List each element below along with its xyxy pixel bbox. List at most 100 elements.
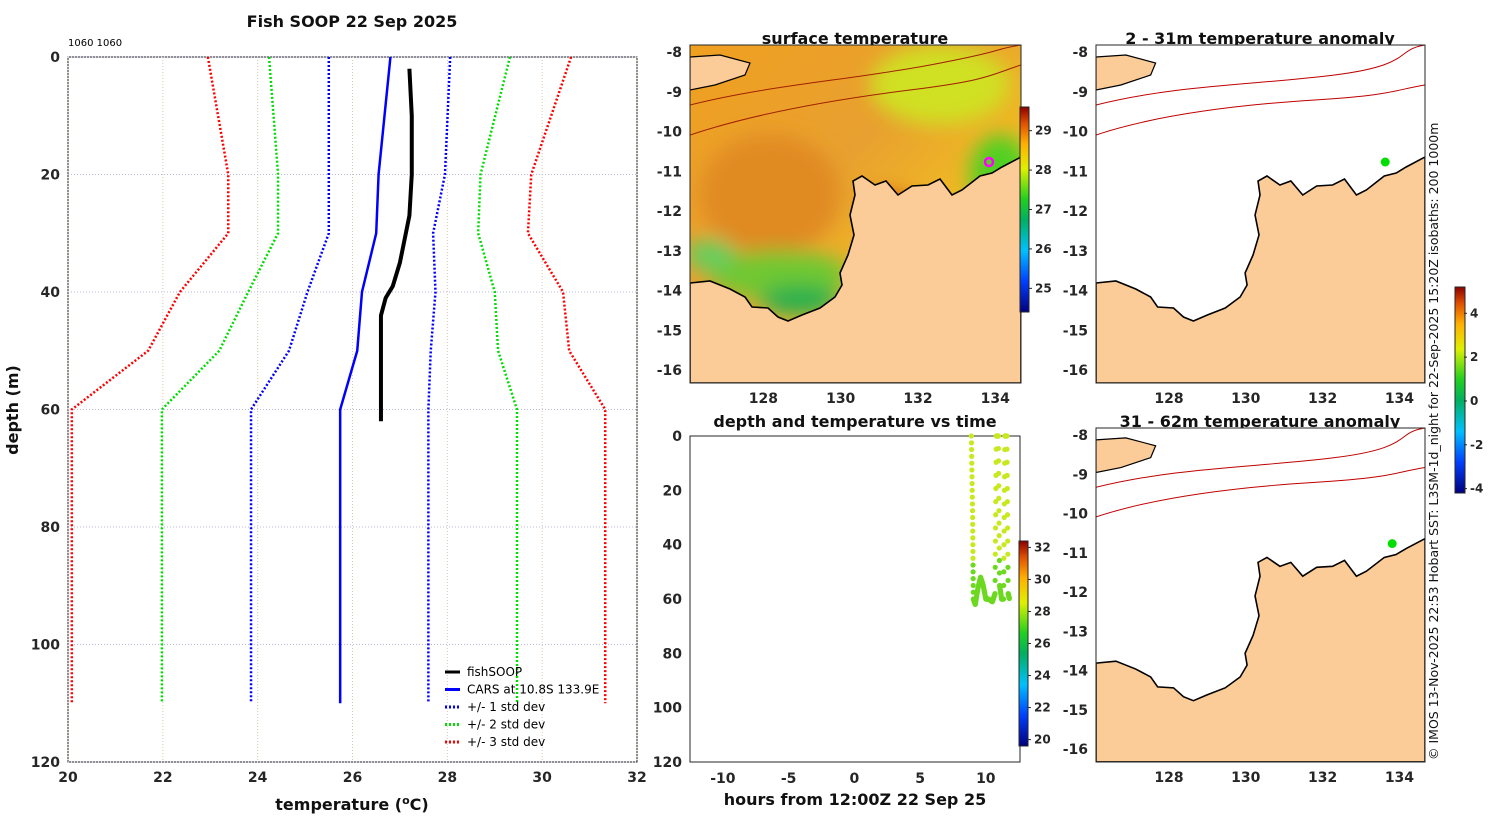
- data-point: [996, 495, 1002, 501]
- anomaly-shallow-title: 2 - 31m temperature anomaly: [1125, 29, 1395, 48]
- lon-tick-label: 130: [1231, 391, 1260, 407]
- data-point: [968, 440, 975, 446]
- series-line-1: [338, 56, 392, 704]
- data-point: [996, 483, 1002, 489]
- data-point: [1004, 459, 1010, 465]
- lon-tick-label: 128: [1154, 770, 1183, 786]
- lat-tick-label: -12: [1063, 585, 1088, 601]
- lat-tick-label: -11: [1063, 546, 1088, 562]
- colorbar-tick-label: 4: [1470, 306, 1478, 320]
- data-point: [1004, 485, 1010, 492]
- data-point: [969, 508, 976, 514]
- series-line-2: [427, 56, 452, 704]
- lat-tick-label: -9: [1072, 467, 1088, 483]
- data-point: [1004, 512, 1011, 518]
- data-point: [970, 514, 976, 521]
- lat-tick-label: -11: [657, 164, 682, 180]
- series-line-2: [249, 57, 331, 704]
- data-point: [969, 501, 976, 507]
- data-point: [993, 499, 999, 505]
- profile-title: Fish SOOP 22 Sep 2025: [247, 12, 458, 31]
- data-point: [992, 551, 998, 557]
- x-tick-label: -5: [781, 771, 797, 787]
- y-tick-label: 120: [653, 755, 682, 771]
- x-tick-label: -10: [710, 771, 736, 787]
- legend-label: +/- 2 std dev: [467, 718, 545, 732]
- data-point: [1005, 577, 1011, 584]
- data-point: [1006, 595, 1012, 602]
- data-point: [1001, 542, 1007, 548]
- lon-tick-label: 132: [1308, 391, 1337, 407]
- series-line-4: [70, 56, 230, 704]
- lat-tick-label: -16: [657, 363, 682, 379]
- data-point: [996, 545, 1002, 551]
- y-tick-label: 100: [31, 638, 60, 654]
- legend-label: fishSOOP: [467, 665, 522, 679]
- profile-panel: Fish SOOP 22 Sep 2025 1060 1060 20 22 24 26…: [3, 12, 647, 814]
- anomaly-deep-title: 31 - 62m temperature anomaly: [1120, 412, 1401, 431]
- sst-map-panel: surface temperature 128 130 132 134 -8 -9 -10 -…: [657, 29, 1052, 407]
- data-point: [1004, 446, 1010, 452]
- data-point: [969, 467, 975, 473]
- lat-tick-label: -15: [1063, 703, 1088, 719]
- lat-tick-label: -10: [1063, 507, 1089, 523]
- data-point: [970, 555, 976, 561]
- data-point: [969, 487, 975, 493]
- data-point: [996, 570, 1003, 576]
- lat-tick-label: -14: [1063, 284, 1089, 300]
- depth-time-colorbar: [1018, 540, 1029, 747]
- data-point: [970, 528, 976, 534]
- series-line-3: [160, 56, 280, 704]
- data-point: [1004, 499, 1011, 505]
- x-tick-label: 26: [343, 770, 362, 786]
- lon-tick-label: 132: [1308, 770, 1337, 786]
- data-point: [969, 460, 975, 466]
- data-point: [995, 445, 1002, 452]
- data-point: [970, 548, 976, 555]
- x-tick-label: 28: [438, 770, 457, 786]
- y-tick-label: 120: [31, 755, 60, 771]
- colorbar-tick-label: 24: [1034, 669, 1051, 683]
- data-point: [996, 470, 1002, 476]
- data-point: [970, 582, 976, 589]
- lat-tick-label: -14: [1063, 664, 1089, 680]
- series-line-4: [526, 56, 607, 704]
- data-point: [996, 533, 1002, 539]
- profile-xlabel: temperature (oC): [275, 794, 428, 815]
- data-point: [1000, 596, 1007, 602]
- anomaly-colorbar: [1454, 286, 1466, 494]
- data-point: [992, 538, 999, 544]
- lon-tick-label: 128: [1154, 391, 1183, 407]
- data-point: [968, 446, 975, 453]
- lat-tick-label: -13: [1063, 624, 1088, 640]
- lon-tick-label: 130: [1231, 770, 1260, 786]
- sst-colorbar: [1019, 106, 1030, 313]
- x-tick-label: 32: [627, 770, 646, 786]
- vessel-marker: [983, 156, 995, 168]
- data-point: [1004, 472, 1010, 478]
- profile-corner-label: 1060 1060: [68, 38, 122, 49]
- anomaly-map-shallow-panel: 2 - 31m temperature anomaly 128 130 132 134…: [1063, 29, 1426, 407]
- series-line-3: [476, 56, 519, 704]
- credit-text: © IMOS 13-Nov-2025 22:53 Hobart SST: L3S…: [1426, 123, 1441, 760]
- legend-label: +/- 1 std dev: [467, 700, 545, 714]
- y-tick-label: 20: [41, 168, 61, 184]
- colorbar-tick-label: 22: [1034, 701, 1051, 715]
- isobath-1000: [690, 45, 1021, 106]
- x-tick-label: 0: [849, 771, 859, 787]
- lat-tick-label: -10: [1063, 125, 1089, 141]
- lat-tick-label: -11: [1063, 164, 1088, 180]
- lat-tick-label: -8: [1072, 428, 1088, 444]
- depth-time-panel: depth and temperature vs time -10 -5 0 5 100…: [653, 412, 1051, 809]
- lon-tick-label: 130: [826, 391, 855, 407]
- data-point: [1005, 538, 1011, 544]
- y-tick-label: 40: [41, 285, 61, 301]
- lat-tick-label: -13: [1063, 244, 1088, 260]
- data-point: [992, 564, 998, 570]
- colorbar-tick-label: 28: [1034, 604, 1051, 618]
- colorbar-tick-label: 26: [1035, 242, 1052, 256]
- data-point: [969, 494, 975, 500]
- data-point: [1001, 555, 1007, 561]
- colorbar-tick-label: 26: [1034, 637, 1051, 651]
- data-point: [1001, 582, 1007, 589]
